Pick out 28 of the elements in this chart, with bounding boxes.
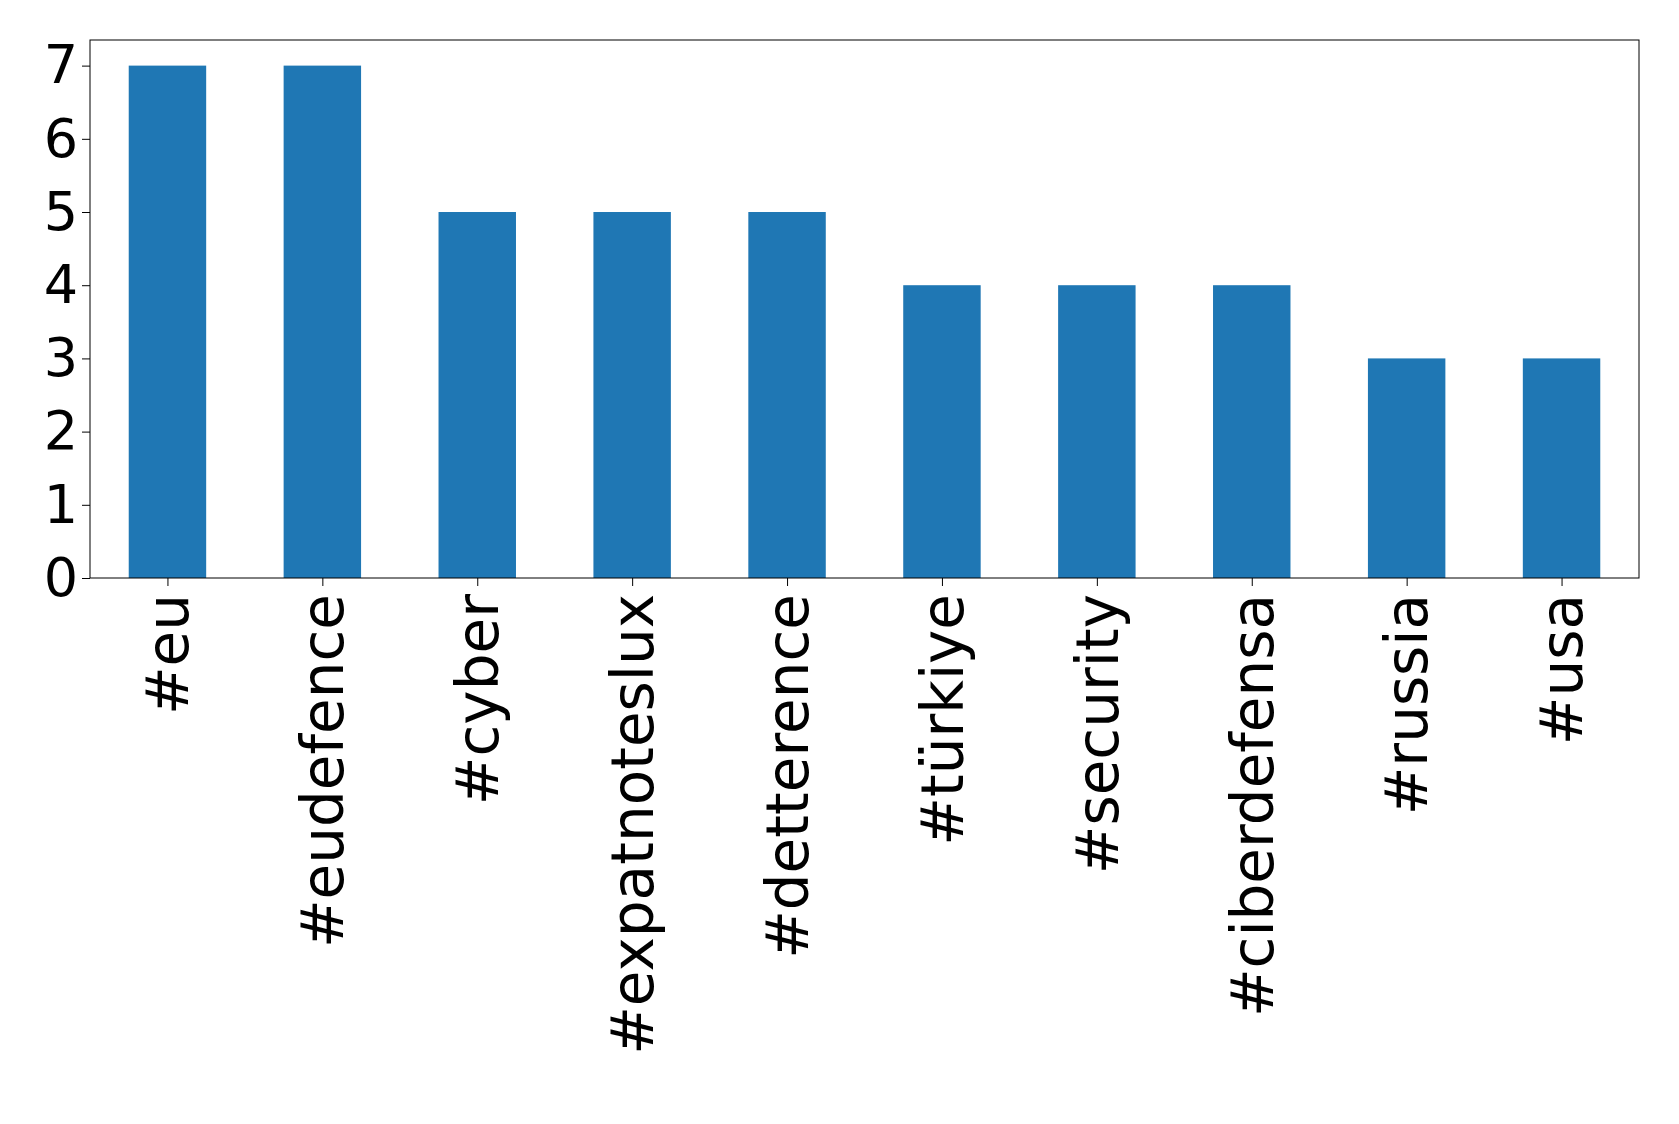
bar [748, 212, 826, 578]
bar [1367, 358, 1446, 578]
x-tick-label: #expatnoteslux [598, 594, 667, 1055]
y-tick-label: 1 [43, 472, 78, 536]
bar [593, 212, 671, 578]
x-tick-label: #russia [1373, 594, 1442, 816]
y-tick-label: 2 [43, 399, 78, 463]
y-tick-label: 7 [43, 33, 78, 97]
bar [1522, 358, 1601, 578]
y-tick-label: 0 [43, 545, 78, 609]
y-tick-label: 5 [43, 179, 78, 243]
y-tick-label: 3 [43, 326, 78, 390]
x-tick-label: #cyber [444, 593, 513, 806]
bar [438, 212, 516, 578]
bar [283, 65, 362, 578]
x-tick-label: #usa [1528, 594, 1597, 746]
bar [1213, 285, 1291, 578]
x-tick-label: #eudefence [289, 594, 358, 948]
y-tick-label: 4 [43, 252, 78, 316]
bar [903, 285, 981, 578]
bar [1058, 285, 1136, 578]
x-tick-label: #detterence [753, 594, 822, 959]
y-tick-label: 6 [43, 106, 78, 170]
x-tick-label: #eu [134, 594, 203, 716]
x-tick-label: #security [1063, 594, 1132, 875]
bar [128, 65, 207, 578]
x-tick-label: #ciberdefensa [1218, 594, 1287, 1018]
x-tick-label: #türkiye [908, 594, 977, 846]
